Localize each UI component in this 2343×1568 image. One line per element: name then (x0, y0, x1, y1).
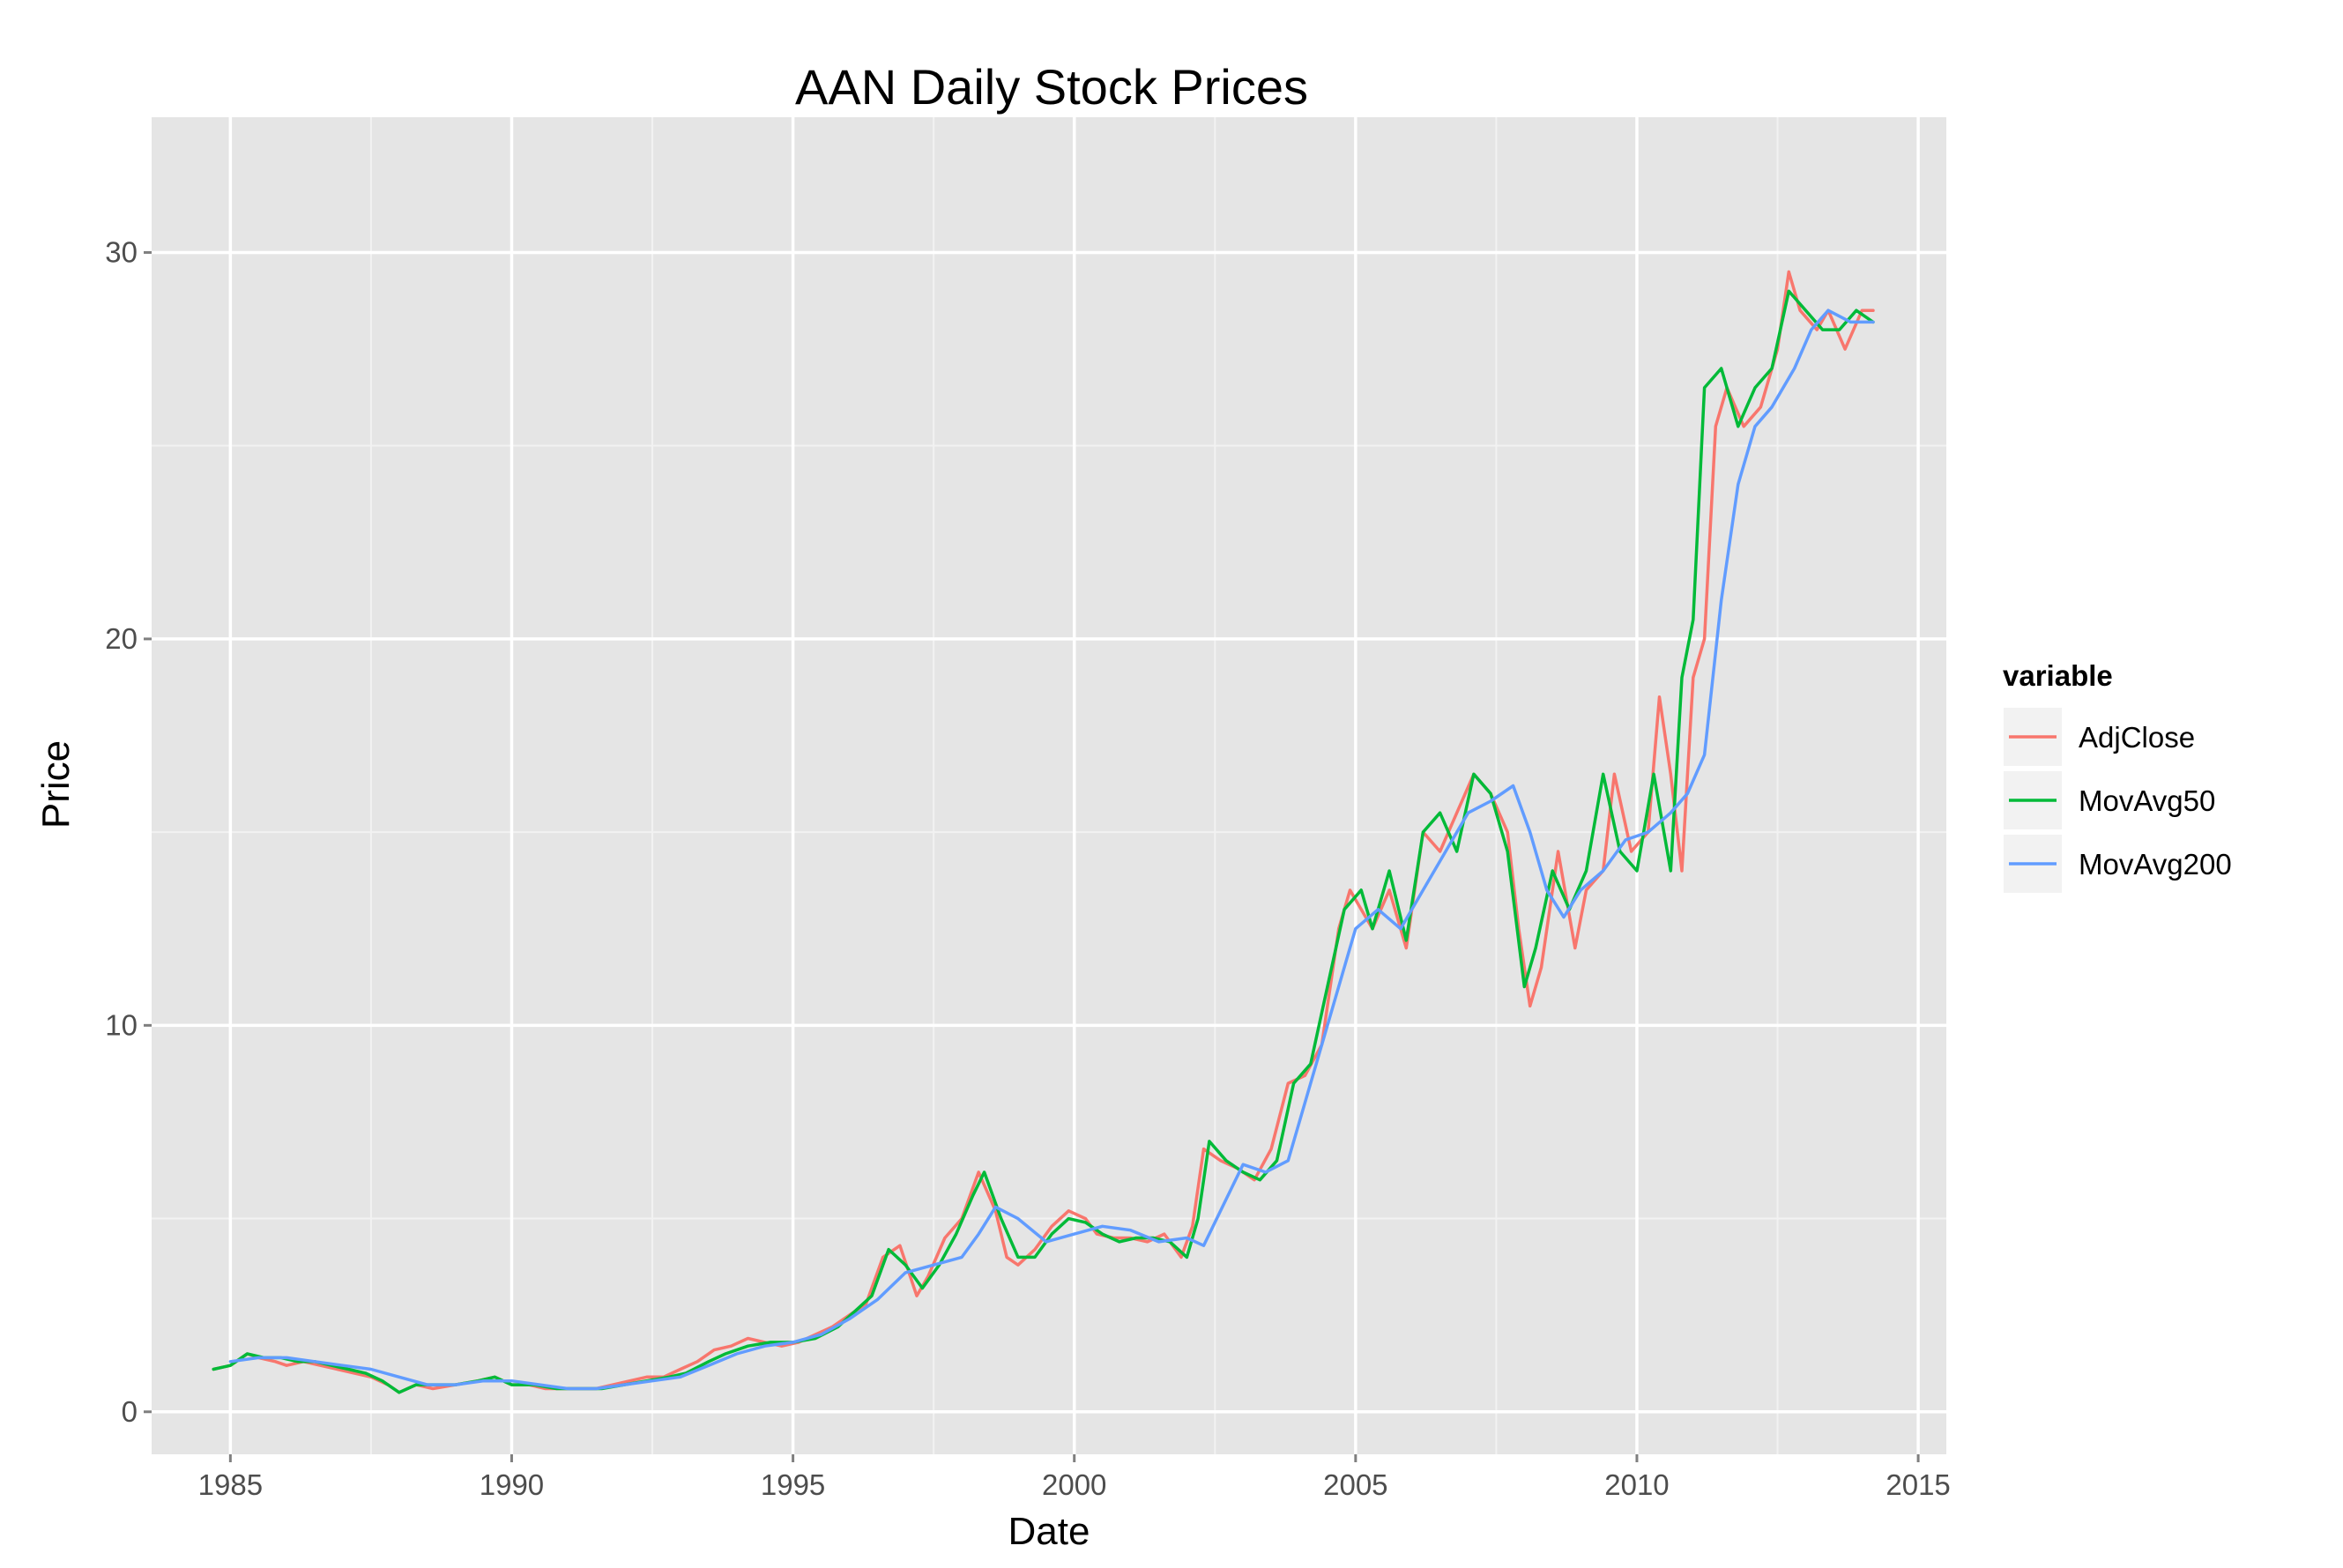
legend-title: variable (2003, 659, 2113, 692)
x-tick-label: 1995 (761, 1468, 825, 1501)
y-tick-label: 10 (105, 1008, 138, 1041)
x-axis-title: Date (1008, 1510, 1090, 1553)
legend-label: MovAvg50 (2079, 784, 2215, 817)
ticks-layer: 0 10 20 30 1985 1990 1995 2000 2005 2010 2015 (105, 235, 1951, 1501)
x-tick-label: 1985 (198, 1468, 263, 1501)
chart-title: AAN Daily Stock Prices (795, 59, 1308, 115)
legend: variable AdjClose MovAvg50 MovAvg200 (2002, 659, 2232, 895)
x-tick-label: 2000 (1042, 1468, 1106, 1501)
legend-label: AdjClose (2079, 721, 2195, 754)
series-line-movavg50 (212, 289, 1875, 1394)
y-tick-label: 0 (122, 1395, 138, 1428)
legend-items: AdjClose MovAvg50 MovAvg200 (2002, 706, 2232, 895)
x-tick-label: 2005 (1323, 1468, 1387, 1501)
y-tick-label: 30 (105, 235, 138, 268)
y-axis-title: Price (34, 740, 78, 829)
x-tick-label: 1990 (480, 1468, 544, 1501)
series-layer (212, 270, 1875, 1394)
series-line-movavg200 (228, 308, 1875, 1391)
y-tick-label: 20 (105, 622, 138, 655)
x-tick-label: 2015 (1886, 1468, 1950, 1501)
grid-major (152, 117, 1946, 1454)
legend-label: MovAvg200 (2079, 848, 2232, 881)
x-tick-label: 2010 (1604, 1468, 1669, 1501)
